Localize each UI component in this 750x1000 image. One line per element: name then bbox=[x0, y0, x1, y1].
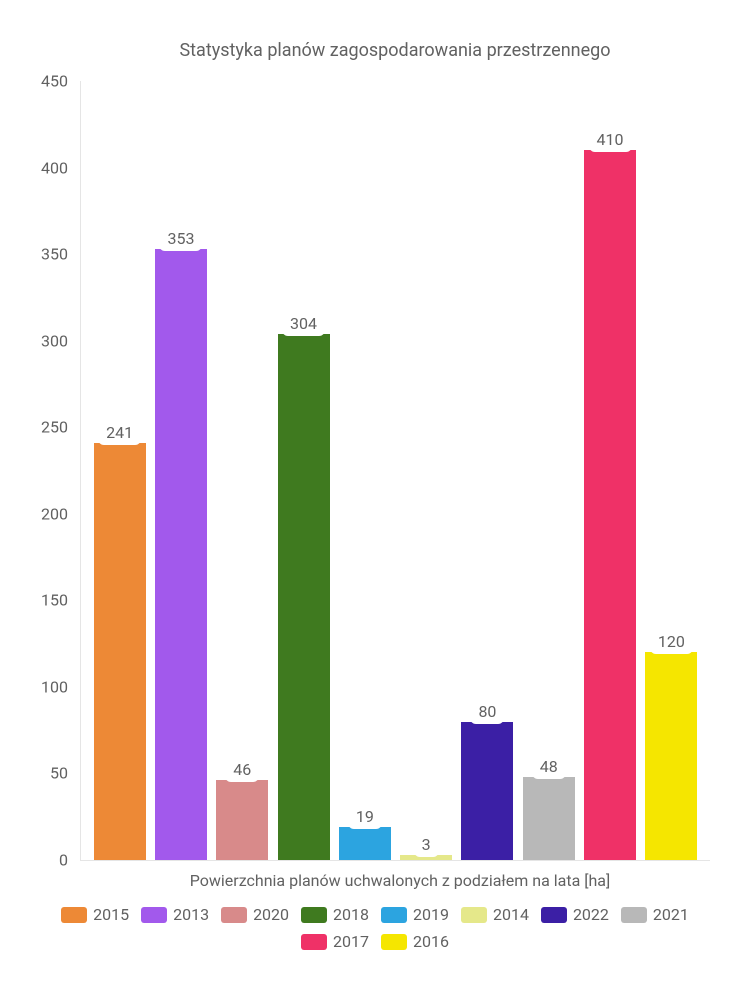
legend: 2015 2013 2020 2018 2019 2014 2022 2021 2017 2016 bbox=[30, 905, 720, 951]
plot-area: 050100150200250300350400450 241353463041… bbox=[80, 81, 710, 861]
legend-label: 2016 bbox=[413, 932, 449, 951]
bar-2021: 48 bbox=[520, 81, 577, 860]
legend-swatch bbox=[301, 934, 327, 950]
bar-2019: 19 bbox=[336, 81, 393, 860]
legend-item-2015: 2015 bbox=[61, 905, 129, 924]
y-tick: 150 bbox=[28, 591, 68, 610]
y-tick: 0 bbox=[28, 851, 68, 870]
bar-value-label: 120 bbox=[650, 629, 693, 654]
legend-label: 2022 bbox=[573, 905, 609, 924]
legend-swatch bbox=[541, 907, 567, 923]
y-tick: 50 bbox=[28, 764, 68, 783]
x-axis-label: Powierzchnia planów uchwalonych z podzia… bbox=[80, 871, 720, 890]
legend-swatch bbox=[141, 907, 167, 923]
bar-value-label: 48 bbox=[532, 754, 566, 779]
bar bbox=[584, 150, 636, 860]
bar bbox=[523, 777, 575, 860]
bar bbox=[216, 780, 268, 860]
legend-item-2019: 2019 bbox=[381, 905, 449, 924]
bar bbox=[278, 334, 330, 860]
legend-label: 2014 bbox=[493, 905, 529, 924]
bar-2020: 46 bbox=[214, 81, 271, 860]
legend-swatch bbox=[301, 907, 327, 923]
y-tick: 350 bbox=[28, 245, 68, 264]
legend-item-2017: 2017 bbox=[301, 932, 369, 951]
legend-label: 2020 bbox=[253, 905, 289, 924]
bar-value-label: 241 bbox=[98, 420, 141, 445]
legend-label: 2021 bbox=[653, 905, 689, 924]
bar-value-label: 353 bbox=[159, 226, 202, 251]
legend-item-2021: 2021 bbox=[621, 905, 689, 924]
legend-label: 2018 bbox=[333, 905, 369, 924]
bar-value-label: 19 bbox=[348, 804, 382, 829]
bar-value-label: 3 bbox=[414, 832, 439, 857]
bar bbox=[645, 652, 697, 860]
bar-value-label: 304 bbox=[282, 311, 325, 336]
y-tick: 250 bbox=[28, 418, 68, 437]
bar bbox=[94, 443, 146, 860]
bar-value-label: 410 bbox=[589, 127, 632, 152]
legend-swatch bbox=[61, 907, 87, 923]
bar-2022: 80 bbox=[459, 81, 516, 860]
bar-value-label: 80 bbox=[470, 699, 504, 724]
bar-2015: 241 bbox=[91, 81, 148, 860]
y-tick: 200 bbox=[28, 504, 68, 523]
legend-swatch bbox=[381, 907, 407, 923]
legend-swatch bbox=[461, 907, 487, 923]
bar-2018: 304 bbox=[275, 81, 332, 860]
bar-2016: 120 bbox=[643, 81, 700, 860]
legend-label: 2015 bbox=[93, 905, 129, 924]
legend-item-2020: 2020 bbox=[221, 905, 289, 924]
legend-item-2013: 2013 bbox=[141, 905, 209, 924]
bar-2014: 3 bbox=[397, 81, 454, 860]
legend-label: 2017 bbox=[333, 932, 369, 951]
y-tick: 100 bbox=[28, 677, 68, 696]
legend-label: 2019 bbox=[413, 905, 449, 924]
y-tick: 450 bbox=[28, 72, 68, 91]
bar bbox=[339, 827, 391, 860]
legend-item-2016: 2016 bbox=[381, 932, 449, 951]
y-tick: 300 bbox=[28, 331, 68, 350]
bar-2013: 353 bbox=[152, 81, 209, 860]
legend-swatch bbox=[381, 934, 407, 950]
legend-swatch bbox=[621, 907, 647, 923]
legend-item-2014: 2014 bbox=[461, 905, 529, 924]
y-tick: 400 bbox=[28, 158, 68, 177]
chart-title: Statystyka planów zagospodarowania przes… bbox=[70, 40, 720, 61]
bar-value-label: 46 bbox=[225, 757, 259, 782]
bars-region: 241 353 46 304 19 3 80 48 410 120 bbox=[81, 81, 710, 860]
chart-container: Statystyka planów zagospodarowania przes… bbox=[0, 0, 750, 1000]
bar-2017: 410 bbox=[581, 81, 638, 860]
bar bbox=[461, 722, 513, 860]
y-axis: 050100150200250300350400450 bbox=[31, 81, 76, 860]
legend-swatch bbox=[221, 907, 247, 923]
legend-item-2022: 2022 bbox=[541, 905, 609, 924]
legend-label: 2013 bbox=[173, 905, 209, 924]
legend-item-2018: 2018 bbox=[301, 905, 369, 924]
bar bbox=[155, 249, 207, 860]
